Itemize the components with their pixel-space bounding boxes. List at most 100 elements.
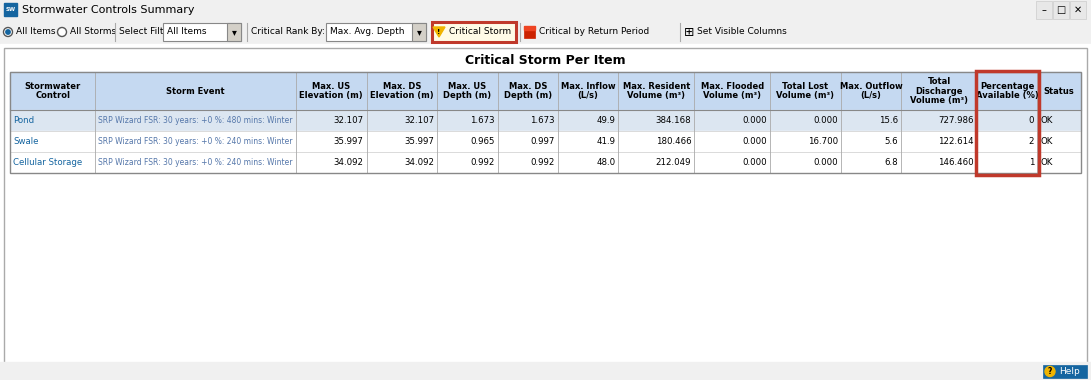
- Polygon shape: [433, 27, 445, 37]
- Bar: [0, 0, 1091, 20]
- Text: 35.997: 35.997: [405, 137, 434, 146]
- Text: Discharge: Discharge: [915, 87, 963, 95]
- Bar: [10, 152, 1081, 173]
- Bar: [163, 23, 241, 41]
- Text: 32.107: 32.107: [334, 116, 363, 125]
- Circle shape: [5, 30, 10, 34]
- Bar: [10, 72, 1081, 110]
- Text: ▾: ▾: [231, 27, 237, 37]
- Text: OK: OK: [1041, 116, 1053, 125]
- Text: !: !: [437, 30, 441, 35]
- Text: 0.000: 0.000: [743, 158, 767, 167]
- Text: 0.000: 0.000: [813, 116, 838, 125]
- Text: Max. US: Max. US: [312, 82, 350, 91]
- Text: Critical Storm: Critical Storm: [449, 27, 511, 36]
- Text: Select Filter: Select Filter: [119, 27, 172, 36]
- Text: Elevation (m): Elevation (m): [370, 91, 434, 100]
- Text: 0.000: 0.000: [743, 116, 767, 125]
- Text: 146.460: 146.460: [938, 158, 974, 167]
- Text: 0.965: 0.965: [470, 137, 494, 146]
- Text: Set Visible Columns: Set Visible Columns: [697, 27, 787, 36]
- Text: 1.673: 1.673: [530, 116, 555, 125]
- Bar: [1036, 1, 1052, 19]
- Bar: [524, 26, 535, 30]
- Text: Help: Help: [1059, 367, 1080, 376]
- Text: SRP Wizard FSR: 30 years: +0 %: 240 mins: Winter: SRP Wizard FSR: 30 years: +0 %: 240 mins…: [98, 137, 292, 146]
- Text: Storm Event: Storm Event: [166, 87, 225, 95]
- Bar: [1043, 365, 1087, 378]
- Text: 180.466: 180.466: [656, 137, 692, 146]
- Text: 41.9: 41.9: [597, 137, 615, 146]
- Text: 1.673: 1.673: [470, 116, 494, 125]
- Text: SW: SW: [5, 7, 15, 12]
- Text: 727.986: 727.986: [938, 116, 974, 125]
- Text: –: –: [1042, 5, 1046, 15]
- Bar: [4, 48, 1087, 378]
- Text: OK: OK: [1041, 158, 1053, 167]
- Circle shape: [58, 27, 67, 36]
- Text: Cellular Storage: Cellular Storage: [13, 158, 82, 167]
- Text: □: □: [1056, 5, 1066, 15]
- Text: 0.992: 0.992: [470, 158, 494, 167]
- Text: 6.8: 6.8: [885, 158, 898, 167]
- Text: ?: ?: [1047, 367, 1052, 376]
- Text: 34.092: 34.092: [405, 158, 434, 167]
- Text: Percentage: Percentage: [980, 82, 1034, 91]
- Bar: [326, 23, 425, 41]
- Text: 384.168: 384.168: [656, 116, 692, 125]
- Text: Max. Avg. Depth: Max. Avg. Depth: [329, 27, 405, 36]
- Text: 212.049: 212.049: [656, 158, 692, 167]
- Text: Elevation (m): Elevation (m): [300, 91, 363, 100]
- Text: Max. Outflow: Max. Outflow: [840, 82, 902, 91]
- Text: Status: Status: [1044, 87, 1075, 95]
- Text: All Storms: All Storms: [70, 27, 116, 36]
- Bar: [0, 362, 1091, 380]
- Text: (L/s): (L/s): [861, 91, 882, 100]
- Text: SRP Wizard FSR: 30 years: +0 %: 480 mins: Winter: SRP Wizard FSR: 30 years: +0 %: 480 mins…: [98, 116, 292, 125]
- Text: 1: 1: [1029, 158, 1034, 167]
- Text: Volume (m³): Volume (m³): [910, 95, 968, 104]
- Text: 16.700: 16.700: [807, 137, 838, 146]
- Bar: [1053, 1, 1069, 19]
- Text: Volume (m³): Volume (m³): [627, 91, 685, 100]
- Text: Control: Control: [35, 91, 70, 100]
- Text: Max. Resident: Max. Resident: [623, 82, 690, 91]
- Text: Total: Total: [927, 78, 950, 87]
- Text: 122.614: 122.614: [938, 137, 974, 146]
- Text: 0.000: 0.000: [743, 137, 767, 146]
- Text: Depth (m): Depth (m): [504, 91, 552, 100]
- Bar: [10, 72, 1081, 173]
- Text: Max. Inflow: Max. Inflow: [561, 82, 615, 91]
- Text: Volume (m³): Volume (m³): [703, 91, 762, 100]
- Bar: [10, 131, 1081, 152]
- Text: Depth (m): Depth (m): [443, 91, 492, 100]
- Text: 15.6: 15.6: [879, 116, 898, 125]
- Bar: [412, 23, 425, 41]
- Text: 0.000: 0.000: [813, 158, 838, 167]
- Text: Max. Flooded: Max. Flooded: [700, 82, 764, 91]
- Circle shape: [3, 27, 12, 36]
- Text: Total Lost: Total Lost: [782, 82, 828, 91]
- Bar: [227, 23, 241, 41]
- Text: 0.992: 0.992: [530, 158, 555, 167]
- Text: Critical Storm Per Item: Critical Storm Per Item: [465, 54, 626, 66]
- Bar: [0, 20, 1091, 44]
- Text: 49.9: 49.9: [597, 116, 615, 125]
- Text: 5.6: 5.6: [885, 137, 898, 146]
- Text: OK: OK: [1041, 137, 1053, 146]
- Text: Swale: Swale: [13, 137, 38, 146]
- Text: 35.997: 35.997: [334, 137, 363, 146]
- Text: Max. DS: Max. DS: [383, 82, 421, 91]
- Text: All Items: All Items: [167, 27, 206, 36]
- Text: Max. DS: Max. DS: [508, 82, 547, 91]
- Text: Critical by Return Period: Critical by Return Period: [539, 27, 649, 36]
- Text: 32.107: 32.107: [405, 116, 434, 125]
- Bar: [4, 3, 17, 16]
- Text: ✕: ✕: [1074, 5, 1082, 15]
- Text: Max. US: Max. US: [448, 82, 487, 91]
- Text: Pond: Pond: [13, 116, 34, 125]
- Text: 0: 0: [1029, 116, 1034, 125]
- Text: ⊞: ⊞: [684, 25, 695, 38]
- Bar: [10, 110, 1081, 131]
- Text: 2: 2: [1029, 137, 1034, 146]
